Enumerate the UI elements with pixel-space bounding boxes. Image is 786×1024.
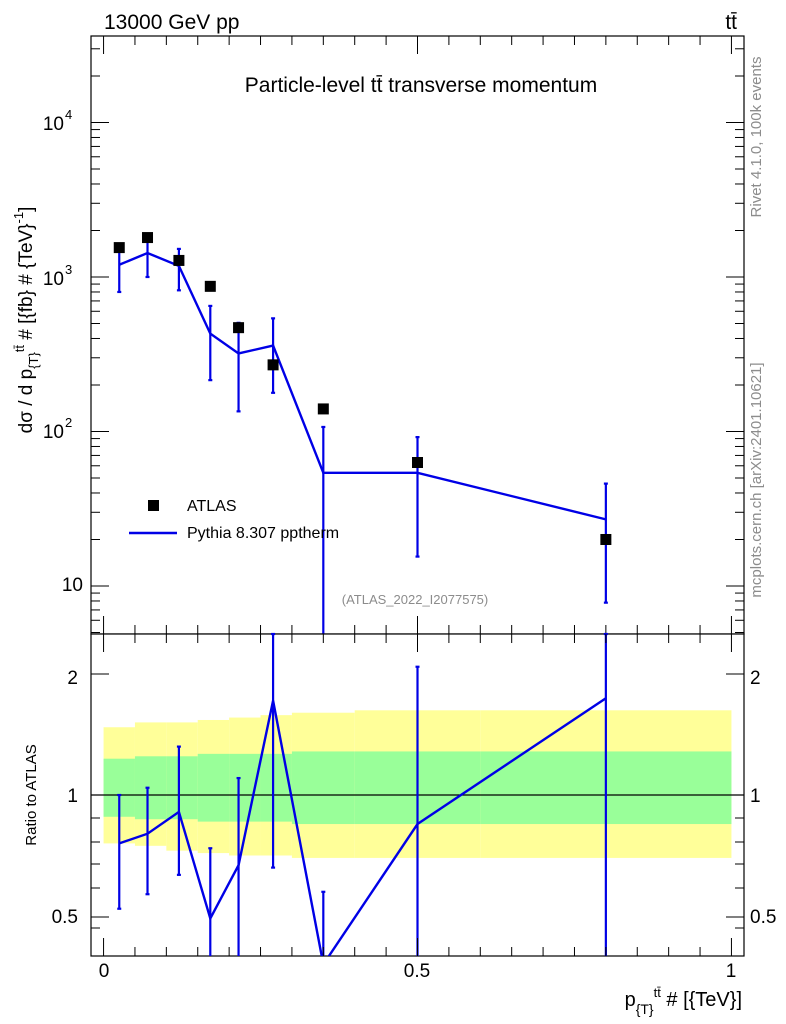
ratio-band-green bbox=[166, 756, 198, 820]
analysis-tag: (ATLAS_2022_I2077575) bbox=[342, 592, 488, 607]
svg-text:10: 10 bbox=[43, 114, 64, 135]
svg-text:2: 2 bbox=[65, 415, 72, 430]
main-axis-ticks bbox=[91, 36, 744, 634]
ratio-xlabel: p{T}tt̄ # [{TeV}] bbox=[625, 985, 742, 1017]
mc-line bbox=[118, 251, 607, 521]
ratio-line bbox=[118, 697, 607, 956]
atlas-data-point bbox=[600, 533, 612, 545]
legend-pythia-label: Pythia 8.307 pptherm bbox=[187, 525, 339, 542]
atlas-data-point bbox=[412, 457, 423, 469]
ratio-band-green bbox=[291, 751, 355, 825]
atlas-data-point bbox=[173, 254, 185, 266]
ratio-ytick-2-right: 2 bbox=[750, 668, 761, 689]
atlas-data-point bbox=[317, 403, 329, 415]
process-label: tt̄ bbox=[725, 11, 737, 34]
ytick-label-100: 10 2 bbox=[43, 415, 72, 443]
atlas-data-point bbox=[267, 359, 279, 371]
mcplots-label: mcplots.cern.ch [arXiv:2401.10621] bbox=[748, 362, 765, 597]
svg-text:4: 4 bbox=[65, 107, 72, 122]
ratio-ytick-2: 2 bbox=[67, 668, 78, 689]
xtick-label-0.5: 0.5 bbox=[404, 961, 430, 982]
ytick-label-1000: 10 3 bbox=[43, 262, 72, 290]
xtick-label-1: 1 bbox=[726, 961, 737, 982]
atlas-data-point bbox=[204, 280, 216, 292]
svg-text:3: 3 bbox=[65, 262, 72, 277]
ratio-plot-content bbox=[91, 632, 744, 956]
energy-label: 13000 GeV pp bbox=[104, 11, 239, 34]
ratio-axis-ticks bbox=[91, 634, 744, 956]
ratio-ylabel: Ratio to ATLAS bbox=[23, 744, 40, 845]
svg-text:10: 10 bbox=[43, 269, 64, 290]
legend-atlas-marker bbox=[148, 500, 159, 511]
svg-text:10: 10 bbox=[43, 422, 64, 443]
ratio-ytick-0.5-right: 0.5 bbox=[750, 907, 776, 928]
ratio-band-green bbox=[260, 753, 292, 822]
ytick-label-10: 10 bbox=[62, 575, 83, 596]
atlas-data-point bbox=[113, 242, 125, 254]
ratio-band-green bbox=[134, 756, 167, 820]
main-plot-content bbox=[113, 232, 612, 634]
xtick-label-0: 0 bbox=[99, 961, 110, 982]
svg-text:p{T}tt̄ # [{TeV}]: p{T}tt̄ # [{TeV}] bbox=[625, 985, 742, 1017]
ratio-ytick-1-right: 1 bbox=[750, 786, 761, 807]
atlas-data-point bbox=[142, 232, 154, 244]
rivet-label: Rivet 4.1.0, 100k events bbox=[748, 57, 765, 218]
main-ylabel: dσ / d p{T}tt̄ # [{fb} # {TeV}-1] bbox=[11, 207, 41, 434]
legend-atlas-label: ATLAS bbox=[187, 498, 237, 515]
atlas-data-point bbox=[233, 322, 245, 334]
ytick-label-10000: 10 4 bbox=[43, 107, 72, 135]
chart-title: Particle-level tt̄ transverse momentum bbox=[245, 74, 597, 97]
ratio-ytick-0.5: 0.5 bbox=[52, 907, 78, 928]
ratio-ytick-1: 1 bbox=[67, 786, 78, 807]
svg-text:dσ / d p{T}tt̄ # [{fb} # {TeV}: dσ / d p{T}tt̄ # [{fb} # {TeV}-1] bbox=[11, 207, 41, 434]
ratio-band-green bbox=[197, 753, 230, 822]
